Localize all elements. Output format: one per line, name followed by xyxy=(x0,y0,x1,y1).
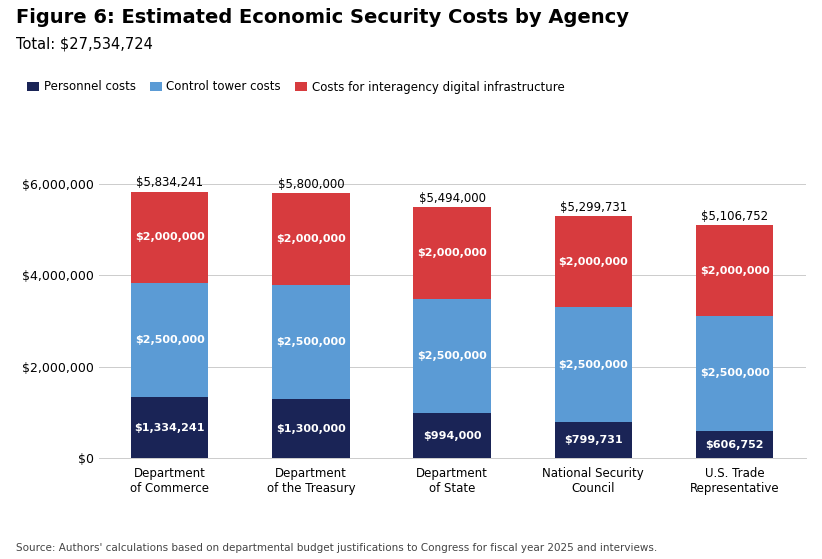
Text: $2,000,000: $2,000,000 xyxy=(700,266,769,276)
Text: $2,500,000: $2,500,000 xyxy=(558,359,628,369)
Bar xyxy=(413,207,491,299)
Text: $2,500,000: $2,500,000 xyxy=(418,350,487,361)
Text: $2,000,000: $2,000,000 xyxy=(276,234,346,244)
Text: $2,000,000: $2,000,000 xyxy=(418,248,487,258)
Text: $5,800,000: $5,800,000 xyxy=(278,178,344,191)
Text: $2,500,000: $2,500,000 xyxy=(276,337,346,347)
Bar xyxy=(131,283,209,397)
Bar xyxy=(272,285,349,399)
Bar xyxy=(695,225,774,316)
Text: $1,300,000: $1,300,000 xyxy=(276,424,346,434)
Bar xyxy=(695,316,774,430)
Text: $994,000: $994,000 xyxy=(423,430,482,440)
Bar xyxy=(413,299,491,413)
Text: $2,000,000: $2,000,000 xyxy=(558,257,628,267)
Bar xyxy=(555,216,632,307)
Legend: Personnel costs, Control tower costs, Costs for interagency digital infrastructu: Personnel costs, Control tower costs, Co… xyxy=(22,76,569,98)
Bar xyxy=(272,193,349,285)
Bar xyxy=(131,192,209,283)
Text: $5,106,752: $5,106,752 xyxy=(701,210,768,222)
Text: $606,752: $606,752 xyxy=(705,439,764,449)
Text: $5,299,731: $5,299,731 xyxy=(560,201,627,214)
Text: $5,494,000: $5,494,000 xyxy=(418,192,486,205)
Text: $2,500,000: $2,500,000 xyxy=(135,335,205,345)
Text: Source: Authors' calculations based on departmental budget justifications to Con: Source: Authors' calculations based on d… xyxy=(16,543,658,553)
Text: Figure 6: Estimated Economic Security Costs by Agency: Figure 6: Estimated Economic Security Co… xyxy=(16,8,630,27)
Bar xyxy=(555,307,632,422)
Text: Total: $27,534,724: Total: $27,534,724 xyxy=(16,36,154,51)
Text: $1,334,241: $1,334,241 xyxy=(134,423,205,433)
Bar xyxy=(695,430,774,458)
Text: $799,731: $799,731 xyxy=(564,435,622,445)
Bar xyxy=(555,422,632,458)
Bar xyxy=(413,413,491,458)
Text: $2,500,000: $2,500,000 xyxy=(700,368,769,378)
Bar xyxy=(131,397,209,458)
Text: $5,834,241: $5,834,241 xyxy=(136,176,203,190)
Bar xyxy=(272,399,349,458)
Text: $2,000,000: $2,000,000 xyxy=(135,233,205,242)
